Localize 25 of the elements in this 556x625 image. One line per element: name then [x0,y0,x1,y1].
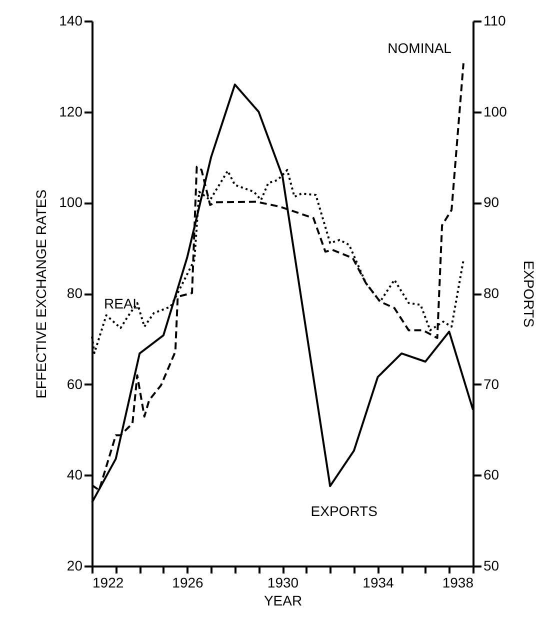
x-tick-label: 1926 [172,574,204,590]
y-tick-label: 40 [66,466,83,483]
y2-tick-label: 110 [484,12,506,28]
y-tick-label: 20 [66,558,83,574]
y2-axis-title: EXPORTS [520,260,537,328]
y2-tick-label: 70 [484,376,500,392]
series-label: NOMINAL [388,40,452,56]
y-tick-label: 60 [66,376,83,392]
y-tick-label: 120 [59,103,83,120]
y2-tick-label: 50 [484,558,500,574]
y-tick-label: 140 [59,12,83,28]
y-tick-label: 80 [66,285,83,301]
x-axis-title: YEAR [264,592,302,608]
y2-tick-label: 100 [484,103,508,120]
y2-tick-label: 90 [484,194,500,210]
y-axis-title: EFFECTIVE EXCHANGE RATES [33,190,50,398]
y2-tick-label: 60 [484,466,500,483]
y2-tick-label: 80 [484,285,500,301]
series-label: REAL [104,296,141,312]
x-tick-label: 1938 [442,574,474,590]
x-tick-label: 1930 [267,574,299,590]
y-tick-label: 100 [59,194,83,210]
series-label: EXPORTS [310,503,378,520]
x-tick-label: 1934 [362,574,394,590]
x-tick-label: 1922 [92,574,124,590]
